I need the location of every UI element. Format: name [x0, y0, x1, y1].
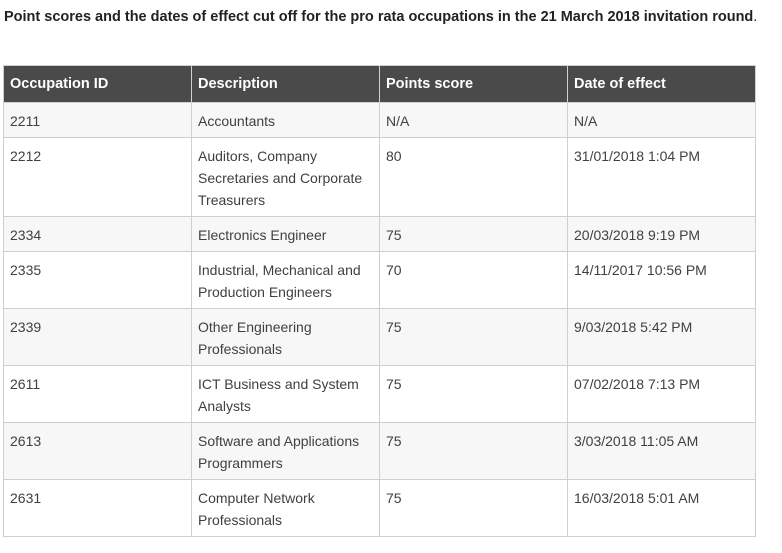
points-cell: 80 — [379, 137, 568, 217]
description-cell: Accountants — [191, 102, 380, 138]
header-points-score: Points score — [379, 65, 568, 103]
occupation-id-cell: 2613 — [3, 422, 192, 480]
date-cell: N/A — [567, 102, 756, 138]
description-cell: Other Engineering Professionals — [191, 308, 380, 366]
description-cell: ICT Business and System Analysts — [191, 365, 380, 423]
table-body: 2211 Accountants N/A N/A 2212 Auditors, … — [3, 102, 756, 537]
description-cell: Auditors, Company Secretaries and Corpor… — [191, 137, 380, 217]
table-row: 2339 Other Engineering Professionals 75 … — [3, 308, 756, 366]
occupations-table: Occupation ID Description Points score D… — [3, 65, 756, 537]
occupation-id-cell: 2631 — [3, 479, 192, 537]
description-cell: Electronics Engineer — [191, 216, 380, 252]
table-row: 2211 Accountants N/A N/A — [3, 102, 756, 138]
caption-title: Point scores and the dates of effect cut… — [4, 9, 754, 25]
table-header: Occupation ID Description Points score D… — [3, 65, 756, 103]
points-cell: 75 — [379, 308, 568, 366]
date-cell: 20/03/2018 9:19 PM — [567, 216, 756, 252]
date-cell: 9/03/2018 5:42 PM — [567, 308, 756, 366]
table-row: 2613 Software and Applications Programme… — [3, 422, 756, 480]
description-cell: Industrial, Mechanical and Production En… — [191, 251, 380, 309]
points-cell: 75 — [379, 216, 568, 252]
table-row: 2631 Computer Network Professionals 75 1… — [3, 479, 756, 537]
points-cell: N/A — [379, 102, 568, 138]
table-row: 2335 Industrial, Mechanical and Producti… — [3, 251, 756, 309]
header-occupation-id: Occupation ID — [3, 65, 192, 103]
date-cell: 14/11/2017 10:56 PM — [567, 251, 756, 309]
date-cell: 3/03/2018 11:05 AM — [567, 422, 756, 480]
header-row: Occupation ID Description Points score D… — [3, 65, 756, 103]
table-row: 2611 ICT Business and System Analysts 75… — [3, 365, 756, 423]
table-row: 2212 Auditors, Company Secretaries and C… — [3, 137, 756, 217]
description-cell: Computer Network Professionals — [191, 479, 380, 537]
description-cell: Software and Applications Programmers — [191, 422, 380, 480]
occupation-id-cell: 2211 — [3, 102, 192, 138]
header-description: Description — [191, 65, 380, 103]
occupation-id-cell: 2212 — [3, 137, 192, 217]
caption-period: . — [753, 9, 758, 25]
occupation-id-cell: 2339 — [3, 308, 192, 366]
date-cell: 16/03/2018 5:01 AM — [567, 479, 756, 537]
points-cell: 70 — [379, 251, 568, 309]
header-date-of-effect: Date of effect — [567, 65, 756, 103]
table-caption: Point scores and the dates of effect cut… — [4, 6, 764, 28]
occupation-id-cell: 2334 — [3, 216, 192, 252]
points-cell: 75 — [379, 365, 568, 423]
date-cell: 07/02/2018 7:13 PM — [567, 365, 756, 423]
points-cell: 75 — [379, 422, 568, 480]
points-cell: 75 — [379, 479, 568, 537]
date-cell: 31/01/2018 1:04 PM — [567, 137, 756, 217]
occupation-id-cell: 2335 — [3, 251, 192, 309]
table-row: 2334 Electronics Engineer 75 20/03/2018 … — [3, 216, 756, 252]
occupation-id-cell: 2611 — [3, 365, 192, 423]
